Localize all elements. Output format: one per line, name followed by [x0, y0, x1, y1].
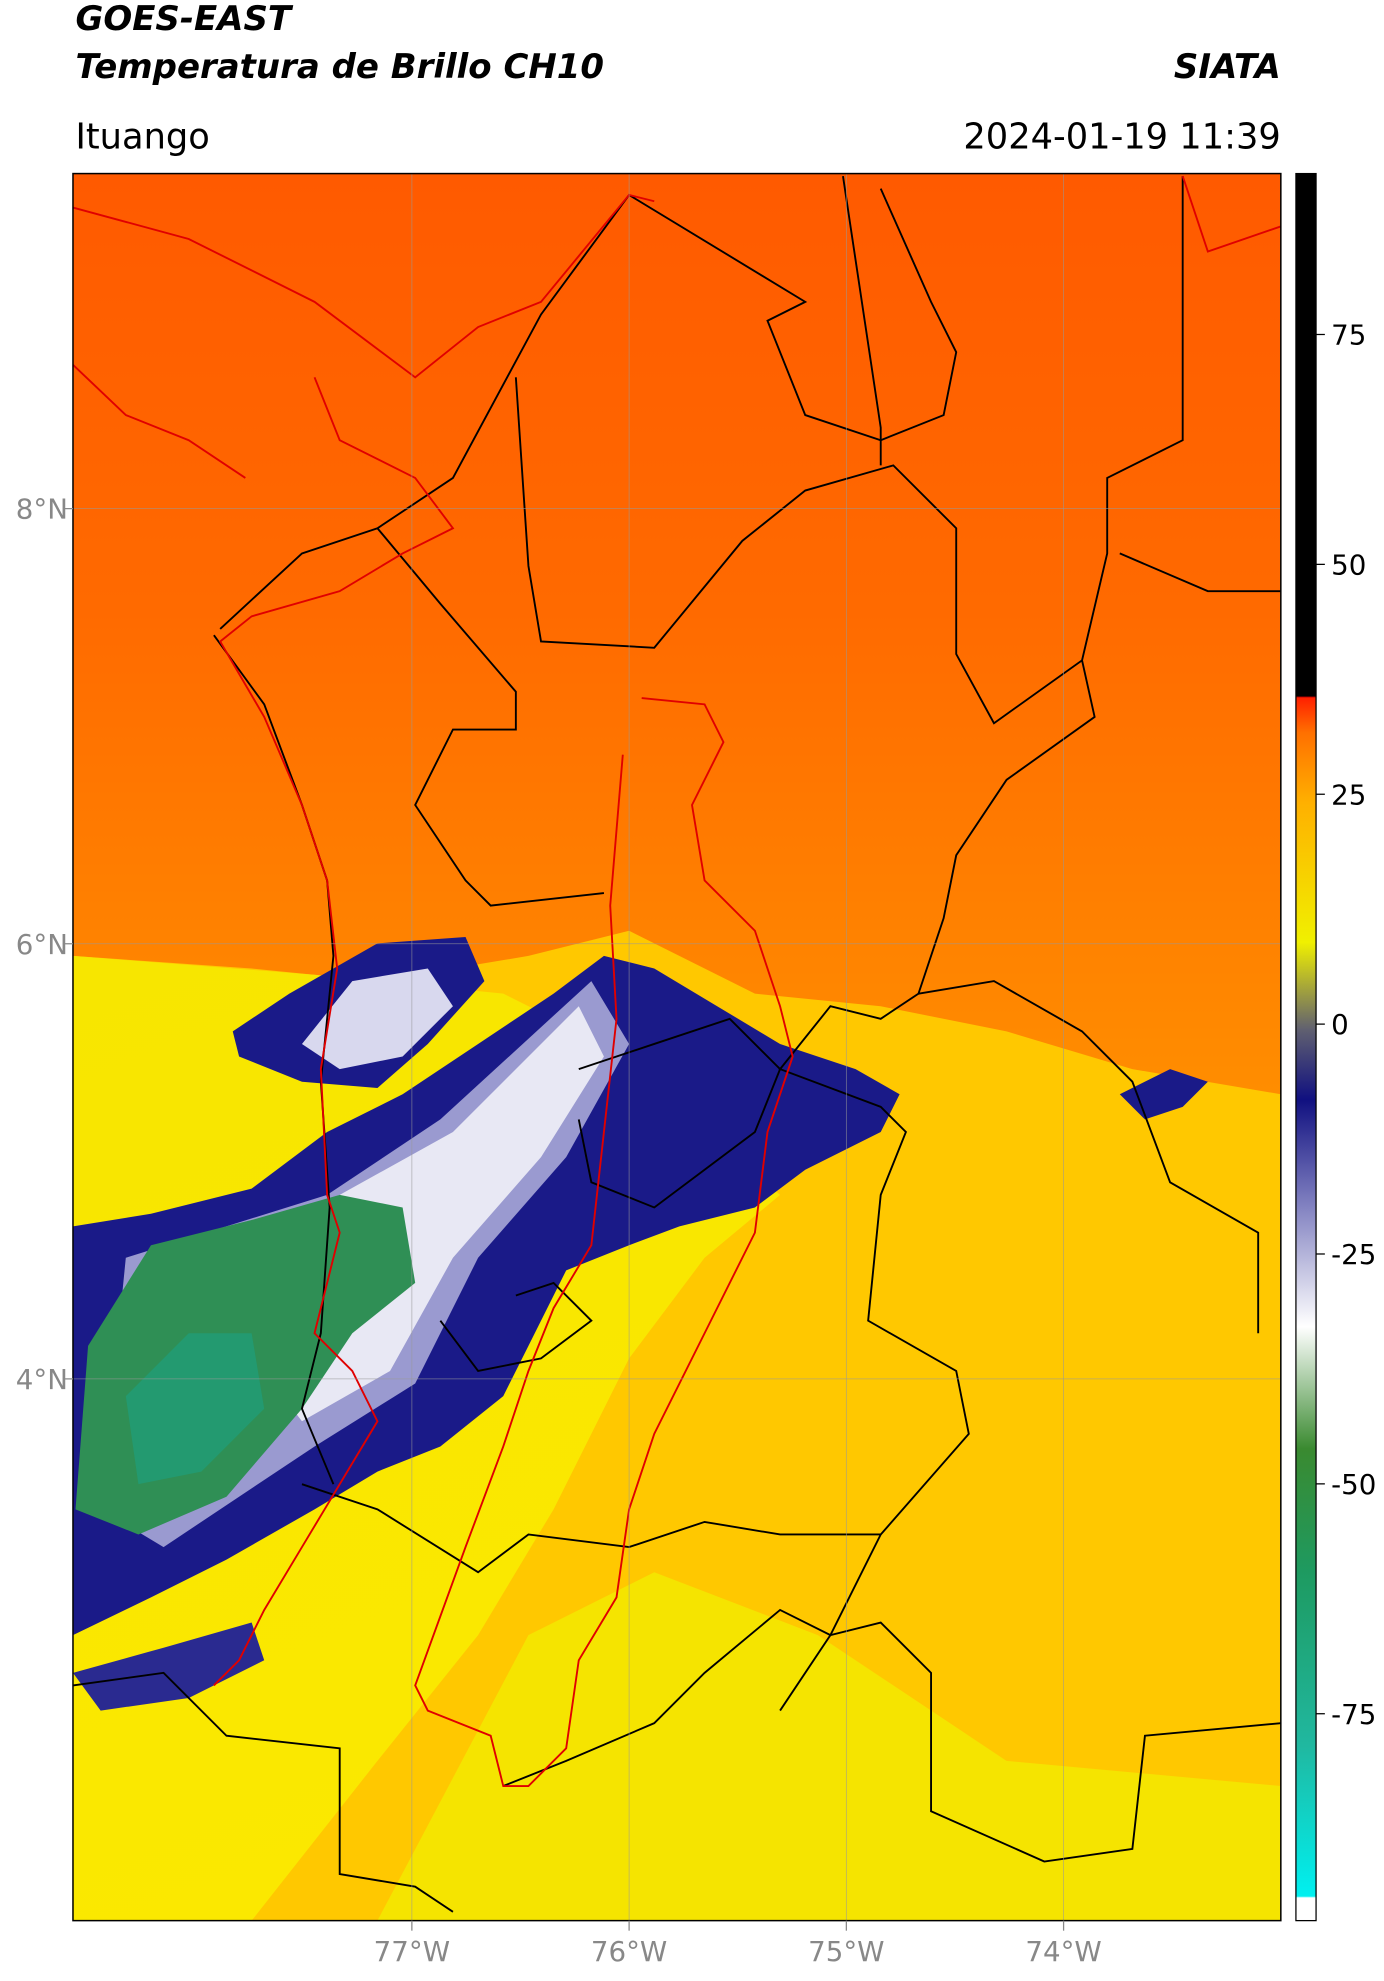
colorbar: [1295, 172, 1317, 1922]
border-line: [301, 1483, 881, 1574]
product-title: Temperatura de Brillo CH10: [75, 47, 604, 87]
map-frame: [72, 172, 1282, 1922]
gridlines: [72, 173, 1281, 1921]
coast-line: [213, 376, 455, 1687]
x-tick-label: 77°W: [374, 1935, 450, 1968]
cold-field-south: [377, 1572, 1281, 1921]
cloud-core-north: [301, 968, 453, 1070]
colorbar-tick-label: -75: [1331, 1698, 1376, 1731]
border-line: [842, 175, 882, 466]
y-tick-label: 8°N: [16, 493, 68, 526]
border-line: [514, 176, 1184, 725]
ituango-outline: [414, 697, 794, 1787]
border-line: [502, 1608, 1281, 1863]
border-line: [778, 660, 1096, 1712]
cloud-navy-southwest: [72, 1622, 265, 1711]
colorbar-tick-label: -50: [1331, 1468, 1376, 1501]
agency-title: SIATA: [1174, 47, 1281, 87]
border-line: [918, 980, 1260, 1334]
brightness-field: [72, 173, 1281, 1921]
x-tick-label: 75°W: [808, 1935, 884, 1968]
coast-line: [72, 193, 655, 379]
border-line: [577, 1017, 782, 1209]
colorbar-tick-label: -25: [1331, 1238, 1376, 1271]
border-line: [1119, 552, 1281, 593]
border-line: [213, 634, 335, 1485]
coast-line: [1181, 175, 1281, 253]
cloud-teal: [125, 1333, 265, 1485]
coast-line: [72, 364, 246, 479]
colorbar-tick-label: 25: [1331, 778, 1366, 811]
border-line: [72, 1671, 454, 1913]
x-tick-label: 76°W: [591, 1935, 667, 1968]
y-tick-label: 6°N: [16, 928, 68, 961]
satellite-title: GOES-EAST: [75, 0, 293, 39]
highlight-lines: [72, 175, 1281, 1787]
x-tick-label: 74°W: [1025, 1935, 1101, 1968]
border-line: [376, 527, 605, 907]
borders: [72, 175, 1281, 1913]
y-tick-label: 4°N: [16, 1363, 68, 1396]
datetime-label: 2024-01-19 11:39: [963, 116, 1280, 157]
colorbar-tick-label: 0: [1331, 1008, 1349, 1041]
colorbar-tick-label: 50: [1331, 548, 1366, 581]
border-line: [219, 188, 958, 630]
border-line: [439, 1281, 593, 1373]
region-label: Ituango: [75, 116, 209, 157]
colorbar-tick-label: 75: [1331, 319, 1366, 352]
